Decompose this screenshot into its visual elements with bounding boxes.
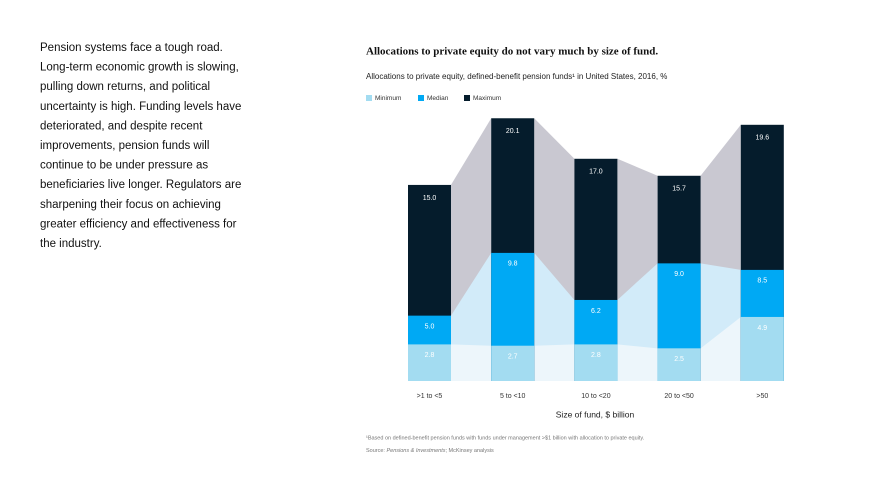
body-text: Long-term economic growth is slowing, <box>40 62 239 74</box>
chart-subtitle: Allocations to private equity, defined-b… <box>366 72 667 81</box>
source: Source: Pensions & Investments; McKinsey… <box>366 448 494 454</box>
value-label: 5.0 <box>425 323 435 330</box>
body-text: sharpening their focus on achieving <box>40 199 221 211</box>
value-label: 17.0 <box>589 169 603 176</box>
band <box>700 316 741 381</box>
source-rest: ; McKinsey analysis <box>446 448 495 454</box>
bar <box>491 345 535 381</box>
value-label: 4.9 <box>757 325 767 332</box>
band <box>534 344 575 381</box>
value-label: 9.0 <box>674 271 684 278</box>
x-axis-label: Size of fund, $ billion <box>556 409 635 419</box>
band <box>617 344 658 381</box>
value-label: 2.5 <box>674 356 684 363</box>
value-label: 15.0 <box>423 195 437 202</box>
value-label: 6.2 <box>591 308 601 315</box>
legend-label: Maximum <box>473 95 501 102</box>
body-text: beneficiaries live longer. Regulators ar… <box>40 179 241 191</box>
body-text: continue to be under pressure as <box>40 160 208 172</box>
bar <box>740 316 784 381</box>
value-label: 2.7 <box>508 354 518 361</box>
value-label: 2.8 <box>425 352 435 359</box>
value-label: 2.8 <box>591 352 601 359</box>
x-tick-label: 5 to <10 <box>500 393 526 400</box>
body-text: greater efficiency and effectiveness for <box>40 218 237 230</box>
x-tick-label: 10 to <20 <box>581 393 610 400</box>
bar <box>408 344 451 381</box>
chart-title: Allocations to private equity do not var… <box>366 46 658 58</box>
value-label: 15.7 <box>672 186 686 193</box>
body-text: deteriorated, and despite recent <box>40 120 203 132</box>
legend-label: Median <box>427 95 449 102</box>
body-text: uncertainty is high. Funding levels have <box>40 101 241 113</box>
source-label: Source: <box>366 448 386 454</box>
footnote: ¹Based on defined-benefit pension funds … <box>366 435 645 441</box>
source-italic: Pensions & Investments <box>386 448 445 454</box>
value-label: 8.5 <box>757 278 767 285</box>
legend-swatch <box>366 95 372 101</box>
x-tick-label: >50 <box>756 393 768 400</box>
x-tick-label: >1 to <5 <box>417 393 443 400</box>
body-text: the industry. <box>40 238 102 250</box>
bar <box>574 344 618 381</box>
legend-label: Minimum <box>375 95 401 102</box>
legend-swatch <box>418 95 424 101</box>
body-text: improvements, pension funds will <box>40 140 209 152</box>
body-text: Pension systems face a tough road. <box>40 42 223 54</box>
x-tick-label: 20 to <50 <box>664 393 693 400</box>
value-label: 19.6 <box>755 135 769 142</box>
bar <box>657 348 701 381</box>
value-label: 9.8 <box>508 261 518 268</box>
legend-swatch <box>464 95 470 101</box>
band <box>451 344 492 381</box>
value-label: 20.1 <box>506 128 520 135</box>
body-text: pulling down returns, and political <box>40 81 210 93</box>
